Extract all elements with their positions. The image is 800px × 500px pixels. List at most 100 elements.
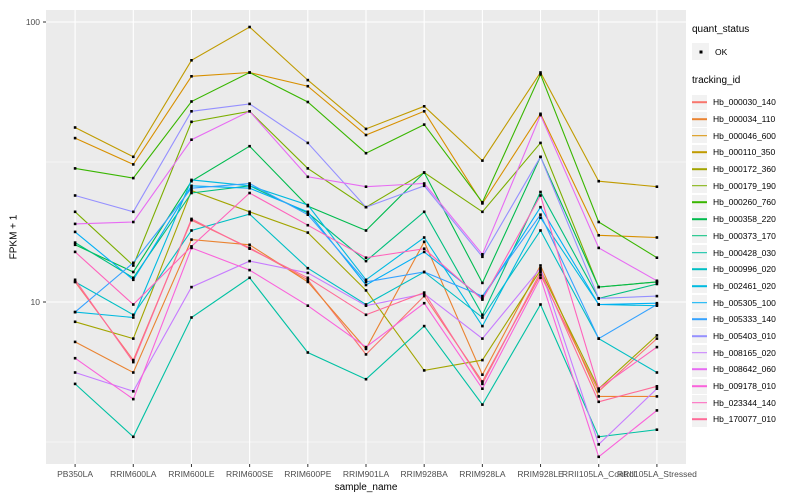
legend-item-ok: OK	[692, 43, 798, 60]
legend-item-Hb_000034_110: Hb_000034_110	[692, 111, 798, 128]
svg-text:RRIM600LA: RRIM600LA	[110, 469, 157, 479]
legend-item-Hb_005403_010: Hb_005403_010	[692, 328, 798, 345]
legend-line-swatch	[692, 184, 707, 187]
legend-item-label: Hb_000110_350	[713, 147, 776, 158]
legend-line-swatch	[692, 134, 707, 137]
svg-text:RRIM928LA: RRIM928LA	[459, 469, 506, 479]
legend-item-Hb_023344_140: Hb_023344_140	[692, 394, 798, 411]
legend-spacer	[692, 60, 798, 75]
legend-item-label: Hb_000358_220	[713, 214, 776, 225]
legend-item-Hb_005333_140: Hb_005333_140	[692, 311, 798, 328]
legend: quant_status OK tracking_id Hb_000030_14…	[692, 24, 798, 428]
legend-line-swatch	[692, 285, 707, 287]
legend-key-box	[692, 228, 707, 244]
svg-text:10: 10	[31, 297, 41, 307]
legend-title-tracking-id: tracking_id	[692, 75, 741, 86]
legend-item-label: Hb_000996_020	[713, 264, 776, 275]
legend-item-Hb_000260_760: Hb_000260_760	[692, 194, 798, 211]
legend-item-label: Hb_008165_020	[713, 347, 776, 358]
legend-item-label: Hb_000030_140	[713, 97, 776, 108]
legend-key-box	[692, 128, 707, 144]
legend-item-Hb_009178_010: Hb_009178_010	[692, 378, 798, 395]
legend-line-swatch	[692, 368, 707, 371]
legend-line-swatch	[692, 318, 707, 321]
svg-text:RRII105LA_Stressed: RRII105LA_Stressed	[617, 469, 697, 479]
legend-line-swatch	[692, 251, 707, 254]
legend-item-Hb_000358_220: Hb_000358_220	[692, 211, 798, 228]
svg-text:RRIM600LE: RRIM600LE	[168, 469, 215, 479]
legend-item-label: Hb_000034_110	[713, 114, 776, 125]
legend-item-label: OK	[715, 46, 728, 57]
legend-line-swatch	[692, 235, 707, 237]
legend-key-box	[692, 278, 707, 294]
legend-key-box	[692, 43, 709, 60]
legend-item-Hb_000996_020: Hb_000996_020	[692, 261, 798, 278]
svg-text:100: 100	[26, 17, 40, 27]
legend-key-box	[692, 395, 707, 411]
legend-item-label: Hb_008642_060	[713, 364, 776, 375]
tracking-id-legend-list: Hb_000030_140 Hb_000034_110 Hb_000046_600 H…	[692, 94, 798, 428]
legend-item-Hb_000030_140: Hb_000030_140	[692, 94, 798, 111]
legend-line-swatch	[692, 168, 707, 170]
svg-text:RRIM928BA: RRIM928BA	[401, 469, 449, 479]
legend-item-Hb_000172_360: Hb_000172_360	[692, 161, 798, 178]
legend-item-label: Hb_002461_020	[713, 280, 776, 291]
legend-item-label: Hb_000179_190	[713, 180, 776, 191]
legend-line-swatch	[692, 418, 707, 421]
legend-key-box	[692, 411, 707, 427]
legend-item-label: Hb_000260_760	[713, 197, 776, 208]
legend-key-box	[692, 261, 707, 277]
legend-item-Hb_000046_600: Hb_000046_600	[692, 127, 798, 144]
legend-item-label: Hb_170077_010	[713, 414, 776, 425]
svg-text:RRIM600SE: RRIM600SE	[226, 469, 274, 479]
y-tick-labels: 10 100	[26, 17, 40, 307]
legend-key-box	[692, 311, 707, 327]
legend-key-box	[692, 178, 707, 194]
legend-key-box	[692, 245, 707, 261]
legend-title-quant-status: quant_status	[692, 24, 750, 35]
point-marker-icon	[699, 50, 702, 53]
legend-key-box	[692, 111, 707, 127]
svg-text:RRIM600PE: RRIM600PE	[284, 469, 332, 479]
legend-item-label: Hb_005333_140	[713, 314, 776, 325]
legend-key-box	[692, 211, 707, 227]
svg-text:PB350LA: PB350LA	[57, 469, 93, 479]
legend-item-Hb_000428_030: Hb_000428_030	[692, 244, 798, 261]
x-axis-title: sample_name	[334, 482, 398, 493]
legend-item-Hb_008642_060: Hb_008642_060	[692, 361, 798, 378]
legend-item-label: Hb_005305_100	[713, 297, 776, 308]
legend-item-Hb_000179_190: Hb_000179_190	[692, 177, 798, 194]
legend-item-label: Hb_000046_600	[713, 130, 776, 141]
legend-line-swatch	[692, 351, 707, 354]
axis-ticks	[43, 21, 658, 467]
legend-line-swatch	[692, 335, 707, 337]
legend-key-box	[692, 361, 707, 377]
legend-key-box	[692, 295, 707, 311]
legend-key-box	[692, 328, 707, 344]
legend-line-swatch	[692, 118, 707, 120]
legend-key-box	[692, 345, 707, 361]
legend-key-box	[692, 94, 707, 110]
legend-item-label: Hb_005403_010	[713, 330, 776, 341]
legend-line-swatch	[692, 218, 707, 220]
legend-key-box	[692, 378, 707, 394]
legend-item-Hb_008165_020: Hb_008165_020	[692, 344, 798, 361]
legend-item-Hb_170077_010: Hb_170077_010	[692, 411, 798, 428]
svg-text:RRII105LA_Control: RRII105LA_Control	[562, 469, 636, 479]
legend-item-Hb_005305_100: Hb_005305_100	[692, 294, 798, 311]
x-tick-labels: PB350LA RRIM600LA RRIM600LE RRIM600SE RRIM60…	[57, 469, 697, 479]
legend-line-swatch	[692, 401, 707, 404]
y-axis-title: FPKM + 1	[8, 214, 20, 260]
legend-item-Hb_002461_020: Hb_002461_020	[692, 278, 798, 295]
legend-item-Hb_000373_170: Hb_000373_170	[692, 228, 798, 245]
legend-item-Hb_000110_350: Hb_000110_350	[692, 144, 798, 161]
legend-line-swatch	[692, 268, 707, 271]
legend-item-label: Hb_009178_010	[713, 381, 776, 392]
legend-item-label: Hb_000172_360	[713, 164, 776, 175]
legend-item-label: Hb_023344_140	[713, 397, 776, 408]
legend-item-label: Hb_000373_170	[713, 230, 776, 241]
legend-item-label: Hb_000428_030	[713, 247, 776, 258]
legend-line-swatch	[692, 201, 707, 204]
